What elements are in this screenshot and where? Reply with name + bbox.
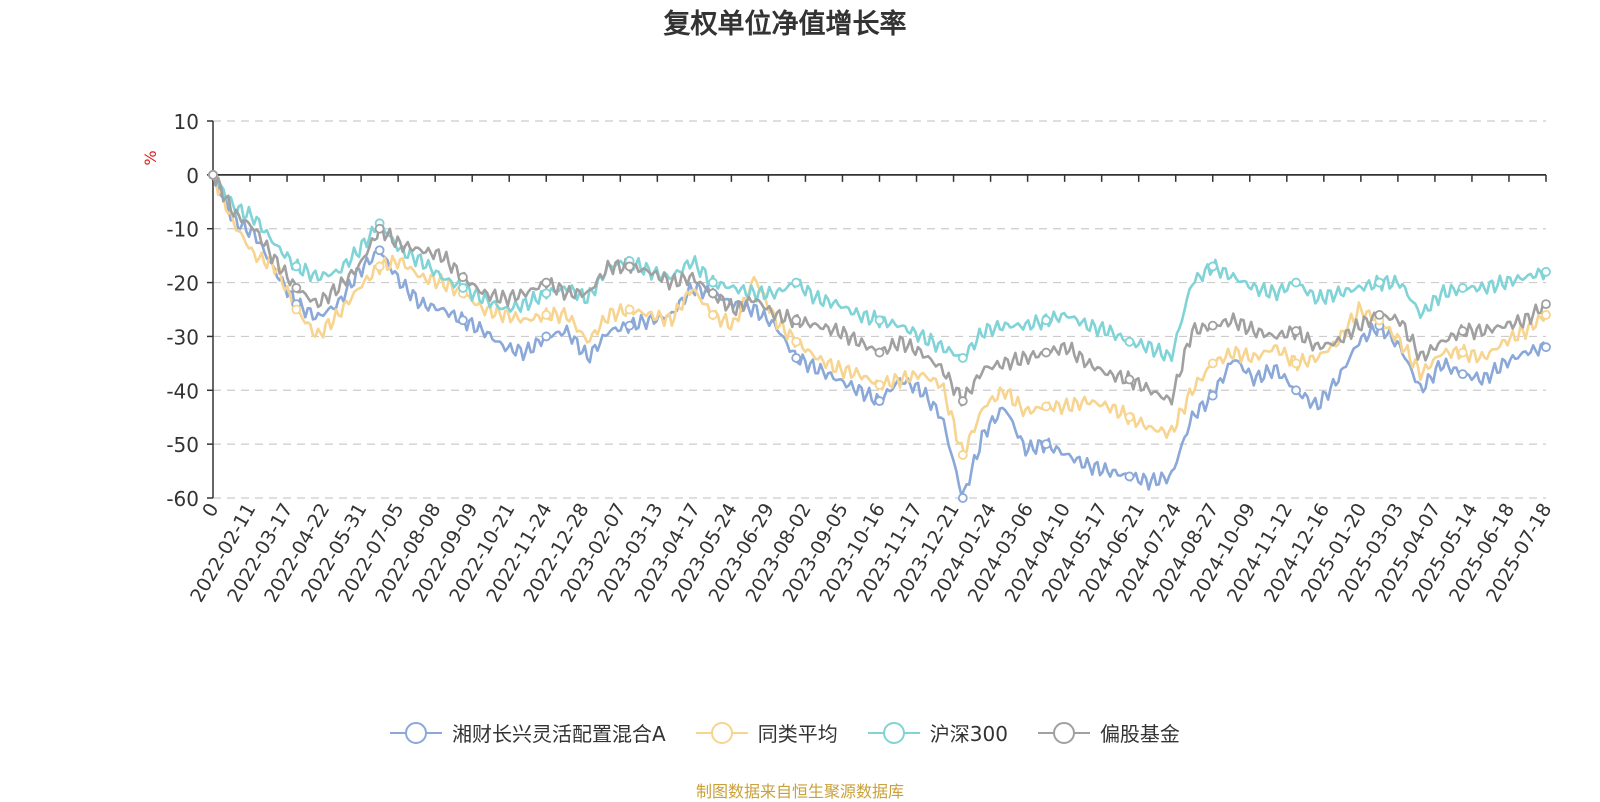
data-point-marker (1291, 358, 1301, 369)
data-point-marker (707, 288, 718, 299)
legend-label: 偏股基金 (1099, 722, 1180, 746)
data-point-marker (957, 493, 968, 503)
data-point-marker (874, 396, 885, 406)
data-point-marker (957, 396, 968, 406)
legend-line-circle-icon (867, 721, 920, 745)
data-point-marker (1457, 369, 1468, 380)
series-markers (208, 169, 1551, 503)
data-point-marker (1291, 326, 1301, 336)
data-point-marker (1541, 309, 1551, 320)
legend-item[interactable]: 偏股基金 (1037, 718, 1180, 747)
data-point-marker (1124, 336, 1135, 347)
data-point-marker (874, 379, 885, 390)
legend-line-circle-icon (695, 721, 748, 745)
data-point-marker (874, 315, 885, 326)
data-point-marker (208, 169, 218, 180)
axes: 100-10-20-30-40-50-60 02022-02-112022-03-… (166, 110, 1556, 606)
data-point-marker (1041, 439, 1052, 450)
data-point-marker (458, 272, 468, 283)
gridlines (213, 120, 1546, 499)
data-point-marker (1124, 412, 1135, 423)
data-point-marker (791, 277, 802, 288)
x-tick-label: 0 (198, 500, 223, 521)
data-point-marker (707, 277, 718, 288)
legend-label: 同类平均 (757, 722, 838, 746)
y-tick-label: -30 (166, 325, 199, 349)
data-point-marker (791, 353, 802, 363)
data-point-marker (458, 315, 468, 326)
series-line (211, 174, 1548, 456)
data-point-marker (1541, 342, 1551, 353)
y-tick-label: -50 (166, 433, 199, 457)
y-axis-unit-label: % (141, 150, 160, 165)
data-point-marker (624, 304, 635, 315)
legend-item[interactable]: 湘财长兴灵活配置混合A (390, 718, 666, 747)
legend: 湘财长兴灵活配置混合A 同类平均 沪深300 偏股基金 (0, 718, 1570, 747)
series-lines (211, 174, 1548, 498)
data-point-marker (874, 347, 885, 358)
data-point-marker (1207, 261, 1218, 272)
chart-title: 复权单位净值增长率 (663, 9, 907, 40)
legend-line-circle-icon (390, 721, 443, 745)
data-point-marker (1207, 390, 1218, 401)
data-point-marker (1541, 266, 1551, 277)
data-point-marker (1041, 347, 1052, 358)
series-line (211, 174, 1548, 363)
data-point-marker (1291, 385, 1301, 396)
y-tick-label: -20 (166, 272, 199, 296)
data-point-marker (541, 288, 552, 299)
data-point-marker (1457, 283, 1468, 293)
source-note: 制图数据来自恒生聚源数据库 (695, 782, 904, 801)
data-point-marker (1291, 277, 1301, 288)
data-point-marker (1124, 374, 1135, 385)
data-point-marker (374, 261, 385, 272)
y-tick-label: 10 (174, 110, 199, 134)
data-point-marker (1207, 358, 1218, 369)
data-point-marker (624, 320, 635, 331)
data-point-marker (1207, 320, 1218, 331)
data-point-marker (1457, 326, 1468, 336)
legend-label: 湘财长兴灵活配置混合A (452, 722, 666, 746)
legend-line-circle-icon (1037, 721, 1090, 745)
data-point-marker (791, 315, 802, 326)
data-point-marker (624, 261, 635, 272)
data-point-marker (1374, 309, 1385, 320)
data-point-marker (541, 331, 552, 342)
y-tick-label: 0 (186, 164, 199, 188)
y-tick-label: -10 (166, 218, 199, 242)
data-point-marker (458, 283, 468, 293)
y-tick-label: -40 (166, 379, 199, 403)
data-point-marker (1124, 471, 1135, 482)
data-point-marker (957, 450, 968, 460)
data-point-marker (791, 336, 802, 347)
data-point-marker (541, 309, 552, 320)
data-point-marker (957, 353, 968, 363)
line-chart: % 100-10-20-30-40-50-60 02022-02-112022-0… (141, 110, 1556, 606)
data-point-marker (541, 277, 552, 288)
data-point-marker (1541, 299, 1551, 310)
data-point-marker (291, 304, 302, 315)
legend-label: 沪深300 (929, 722, 1008, 746)
data-point-marker (1041, 401, 1052, 412)
data-point-marker (707, 309, 718, 320)
data-point-marker (374, 223, 385, 234)
data-point-marker (1041, 315, 1052, 326)
data-point-marker (1457, 347, 1468, 358)
legend-item[interactable]: 同类平均 (695, 718, 838, 747)
data-point-marker (291, 283, 302, 293)
data-point-marker (291, 261, 302, 272)
data-point-marker (374, 245, 385, 256)
data-point-marker (1374, 277, 1385, 288)
y-tick-label: -60 (166, 487, 199, 511)
legend-item[interactable]: 沪深300 (867, 718, 1008, 747)
